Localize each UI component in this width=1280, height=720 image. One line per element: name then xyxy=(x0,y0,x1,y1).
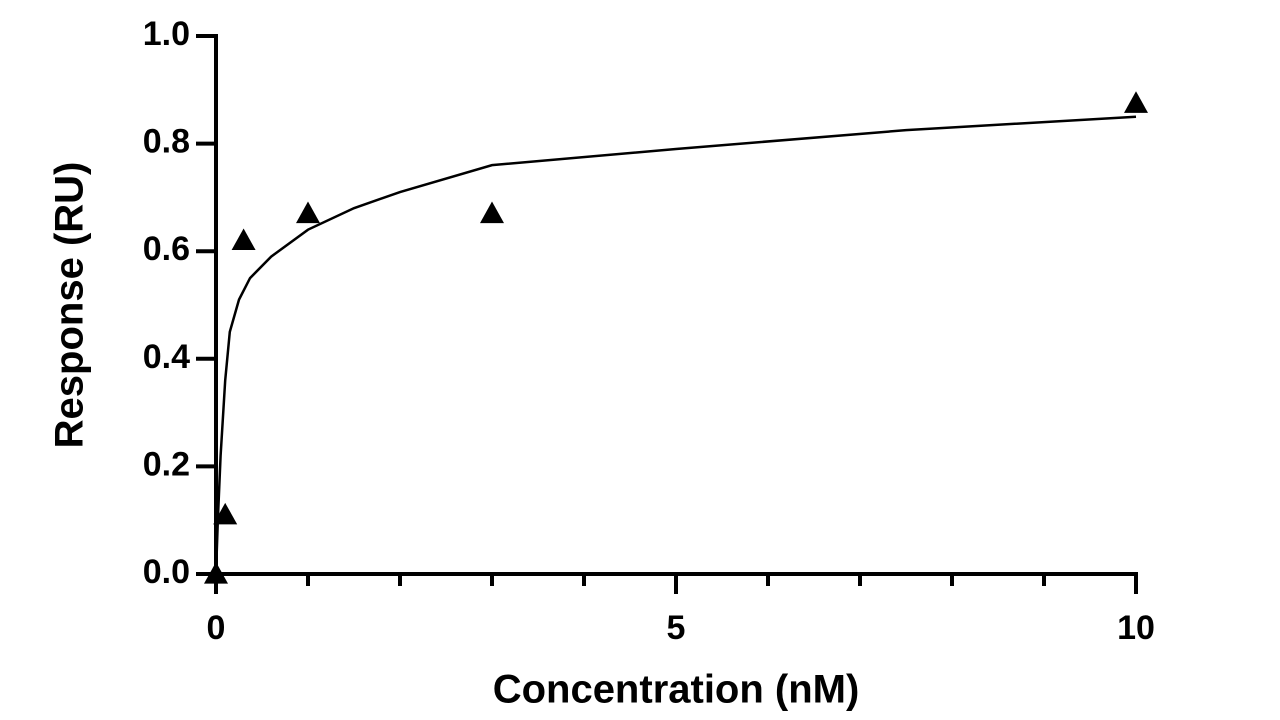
y-tick-label: 0.8 xyxy=(143,123,190,161)
y-axis-title: Response (RU) xyxy=(48,162,92,449)
y-tick-label: 0.2 xyxy=(143,445,190,483)
data-point xyxy=(1124,91,1148,113)
y-tick-label: 0.6 xyxy=(143,230,190,268)
x-tick-label: 10 xyxy=(1117,609,1155,647)
y-tick-label: 0.4 xyxy=(143,338,190,376)
data-point xyxy=(231,228,256,251)
data-point xyxy=(480,201,504,224)
x-tick-label: 0 xyxy=(207,609,226,647)
y-tick-label: 0.0 xyxy=(143,553,190,591)
x-tick-label: 5 xyxy=(667,609,686,647)
data-point xyxy=(213,502,238,525)
x-axis-title: Concentration (nM) xyxy=(493,668,860,712)
data-point xyxy=(296,201,320,224)
fit-curve xyxy=(214,115,1137,575)
y-tick-label: 1.0 xyxy=(143,15,190,53)
